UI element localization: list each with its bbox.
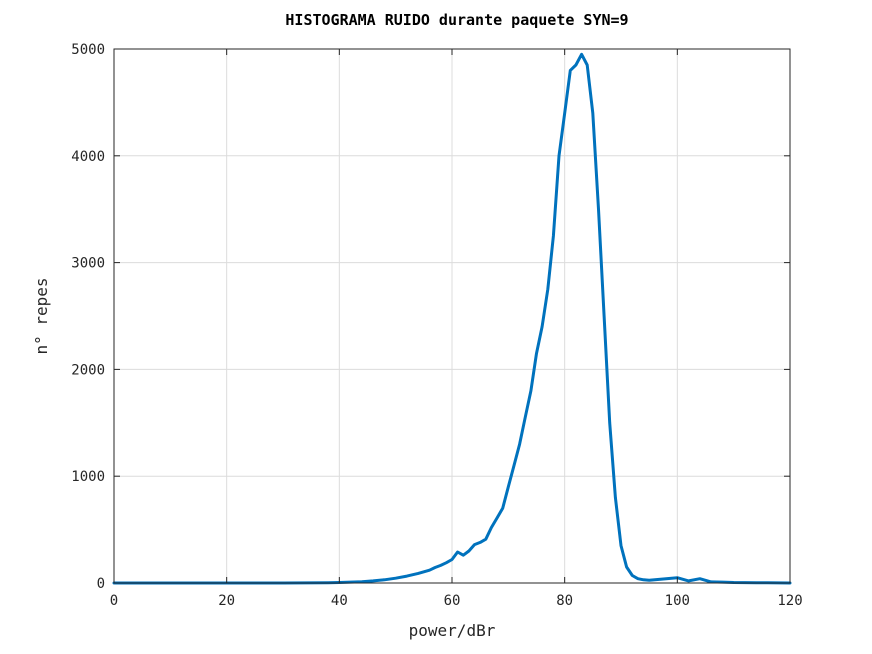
chart-title: HISTOGRAMA RUIDO durante paquete SYN=9: [285, 11, 628, 29]
x-tick-label-4: 80: [556, 593, 573, 609]
y-tick-label-0: 0: [97, 576, 105, 592]
grid-lines: [113, 48, 791, 584]
x-axis-label: power/dBr: [409, 621, 496, 640]
y-tick-label-3: 3000: [71, 256, 105, 272]
x-tick-label-3: 60: [444, 593, 461, 609]
x-tick-label-6: 120: [777, 593, 802, 609]
y-tick-label-1: 1000: [71, 469, 105, 485]
series-layer: [112, 52, 792, 585]
y-tick-label-4: 4000: [71, 149, 105, 165]
x-tick-label-2: 40: [331, 593, 348, 609]
series-line-0: [112, 52, 792, 585]
x-tick-label-5: 100: [665, 593, 690, 609]
y-tick-label-5: 5000: [71, 42, 105, 58]
axis-ticks: 0 20 40 60 80 100 120 0 1000 2000 3000 4000 5000: [71, 42, 802, 609]
y-tick-label-2: 2000: [71, 362, 105, 378]
y-axis-label: n° repes: [32, 277, 51, 354]
x-tick-label-0: 0: [110, 593, 118, 609]
x-tick-label-1: 20: [218, 593, 235, 609]
